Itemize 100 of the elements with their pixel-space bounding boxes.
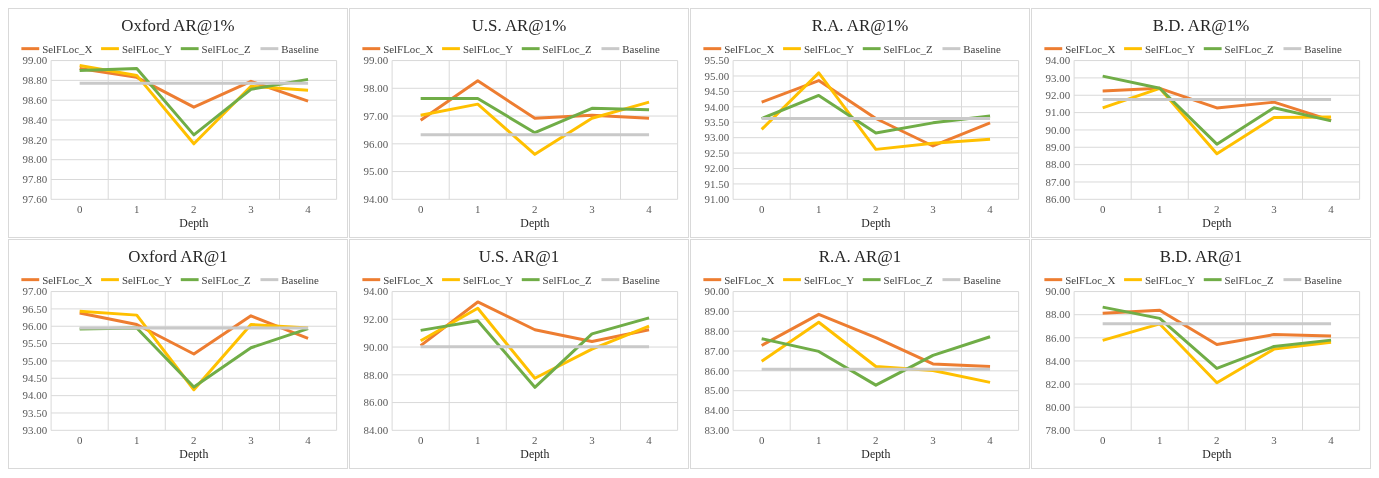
y-tick-label: 94.50 — [22, 372, 48, 385]
x-tick-label: 1 — [475, 434, 481, 447]
y-tick-label: 93.00 — [22, 424, 48, 437]
x-tick-label: 2 — [191, 434, 197, 447]
x-tick-label: 4 — [987, 203, 994, 216]
legend-label: SelFLoc_X — [42, 273, 93, 286]
legend-label: SelFLoc_Z — [883, 42, 933, 55]
y-tick-label: 87.00 — [1045, 175, 1071, 188]
y-tick-label: 98.00 — [22, 153, 48, 166]
x-axis-title: Depth — [1202, 447, 1232, 462]
legend-label: SelFLoc_X — [724, 42, 775, 55]
legend-label: SelFLoc_Z — [1224, 42, 1274, 55]
y-tick-label: 83.00 — [704, 424, 730, 437]
legend-label: SelFLoc_Z — [542, 273, 592, 286]
x-tick-label: 0 — [417, 203, 424, 216]
x-tick-label: 1 — [1157, 203, 1163, 216]
x-tick-label: 0 — [758, 434, 765, 447]
y-tick-label: 82.00 — [1045, 377, 1071, 390]
legend-label: SelFLoc_Z — [883, 273, 933, 286]
x-tick-label: 3 — [248, 434, 255, 447]
legend-label: Baseline — [622, 42, 660, 55]
y-tick-label: 95.00 — [22, 354, 48, 367]
legend-label: Baseline — [281, 42, 319, 55]
y-tick-label: 92.00 — [1045, 89, 1071, 102]
x-axis-title: Depth — [861, 447, 891, 462]
y-tick-label: 90.00 — [1045, 285, 1071, 298]
x-axis-title: Depth — [520, 216, 550, 231]
x-tick-label: 1 — [1157, 434, 1163, 447]
legend-label: SelFLoc_Y — [1144, 42, 1196, 55]
y-tick-label: 78.00 — [1045, 424, 1071, 437]
y-tick-label: 98.80 — [22, 74, 48, 87]
x-tick-label: 2 — [1214, 434, 1220, 447]
legend-label: SelFLoc_X — [724, 273, 775, 286]
x-tick-label: 2 — [1214, 203, 1220, 216]
legend-label: SelFLoc_X — [383, 42, 434, 55]
y-tick-label: 94.00 — [1045, 54, 1071, 67]
x-axis-title: Depth — [861, 216, 891, 231]
legend-label: SelFLoc_Z — [1224, 273, 1274, 286]
x-axis-title: Depth — [179, 216, 209, 231]
legend-label: SelFLoc_Y — [121, 42, 173, 55]
chart-title: R.A. AR@1% — [811, 15, 909, 35]
y-tick-label: 91.50 — [704, 177, 730, 190]
x-tick-label: 4 — [1328, 434, 1335, 447]
y-tick-label: 95.00 — [704, 69, 730, 82]
x-tick-label: 1 — [134, 203, 140, 216]
legend-label: Baseline — [1304, 42, 1342, 55]
y-tick-label: 91.00 — [1045, 106, 1071, 119]
y-tick-label: 94.00 — [22, 389, 48, 402]
y-tick-label: 98.00 — [363, 82, 389, 95]
chart-title: Oxford AR@1 — [128, 246, 228, 266]
legend-label: SelFLoc_X — [1065, 273, 1116, 286]
y-tick-label: 92.50 — [704, 146, 730, 159]
y-tick-label: 88.00 — [363, 368, 389, 381]
chart-title: R.A. AR@1 — [818, 246, 902, 266]
x-tick-label: 3 — [930, 203, 937, 216]
x-tick-label: 3 — [248, 203, 255, 216]
y-tick-label: 84.00 — [704, 404, 730, 417]
x-tick-label: 4 — [305, 203, 312, 216]
y-tick-label: 85.00 — [704, 384, 730, 397]
y-tick-label: 95.50 — [704, 54, 730, 67]
chart-title: U.S. AR@1 — [478, 246, 560, 266]
y-tick-label: 88.00 — [704, 325, 730, 338]
y-tick-label: 88.00 — [1045, 158, 1071, 171]
x-tick-label: 3 — [1271, 203, 1278, 216]
legend-label: SelFLoc_Z — [201, 42, 251, 55]
legend-label: SelFLoc_Y — [121, 273, 173, 286]
y-tick-label: 84.00 — [1045, 354, 1071, 367]
y-tick-label: 98.40 — [22, 113, 48, 126]
x-tick-label: 4 — [987, 434, 994, 447]
x-tick-label: 2 — [873, 203, 879, 216]
y-tick-label: 94.50 — [704, 85, 730, 98]
x-axis-title: Depth — [179, 447, 209, 462]
legend-label: Baseline — [963, 273, 1001, 286]
chart-title: B.D. AR@1 — [1159, 246, 1243, 266]
y-tick-label: 91.00 — [704, 193, 730, 206]
x-tick-label: 0 — [76, 203, 83, 216]
x-tick-label: 0 — [417, 434, 424, 447]
y-tick-label: 97.80 — [22, 173, 48, 186]
x-tick-label: 1 — [134, 434, 140, 447]
legend-label: SelFLoc_Y — [803, 273, 855, 286]
y-tick-label: 92.00 — [363, 313, 389, 326]
x-tick-label: 0 — [1099, 434, 1106, 447]
y-tick-label: 94.00 — [363, 193, 389, 206]
y-tick-label: 97.00 — [22, 285, 48, 298]
y-tick-label: 98.60 — [22, 94, 48, 107]
y-tick-label: 89.00 — [704, 305, 730, 318]
y-tick-label: 93.50 — [704, 116, 730, 129]
x-tick-label: 3 — [589, 203, 596, 216]
x-tick-label: 3 — [589, 434, 596, 447]
y-tick-label: 97.00 — [363, 109, 389, 122]
x-axis-title: Depth — [1202, 216, 1232, 231]
y-tick-label: 89.00 — [1045, 141, 1071, 154]
x-axis-title: Depth — [520, 447, 550, 462]
y-tick-label: 98.20 — [22, 133, 48, 146]
y-tick-label: 99.00 — [22, 54, 48, 67]
legend-label: Baseline — [622, 273, 660, 286]
x-tick-label: 4 — [1328, 203, 1335, 216]
y-tick-label: 93.00 — [1045, 71, 1071, 84]
y-tick-label: 86.00 — [1045, 193, 1071, 206]
chart-title: Oxford AR@1% — [121, 15, 235, 35]
